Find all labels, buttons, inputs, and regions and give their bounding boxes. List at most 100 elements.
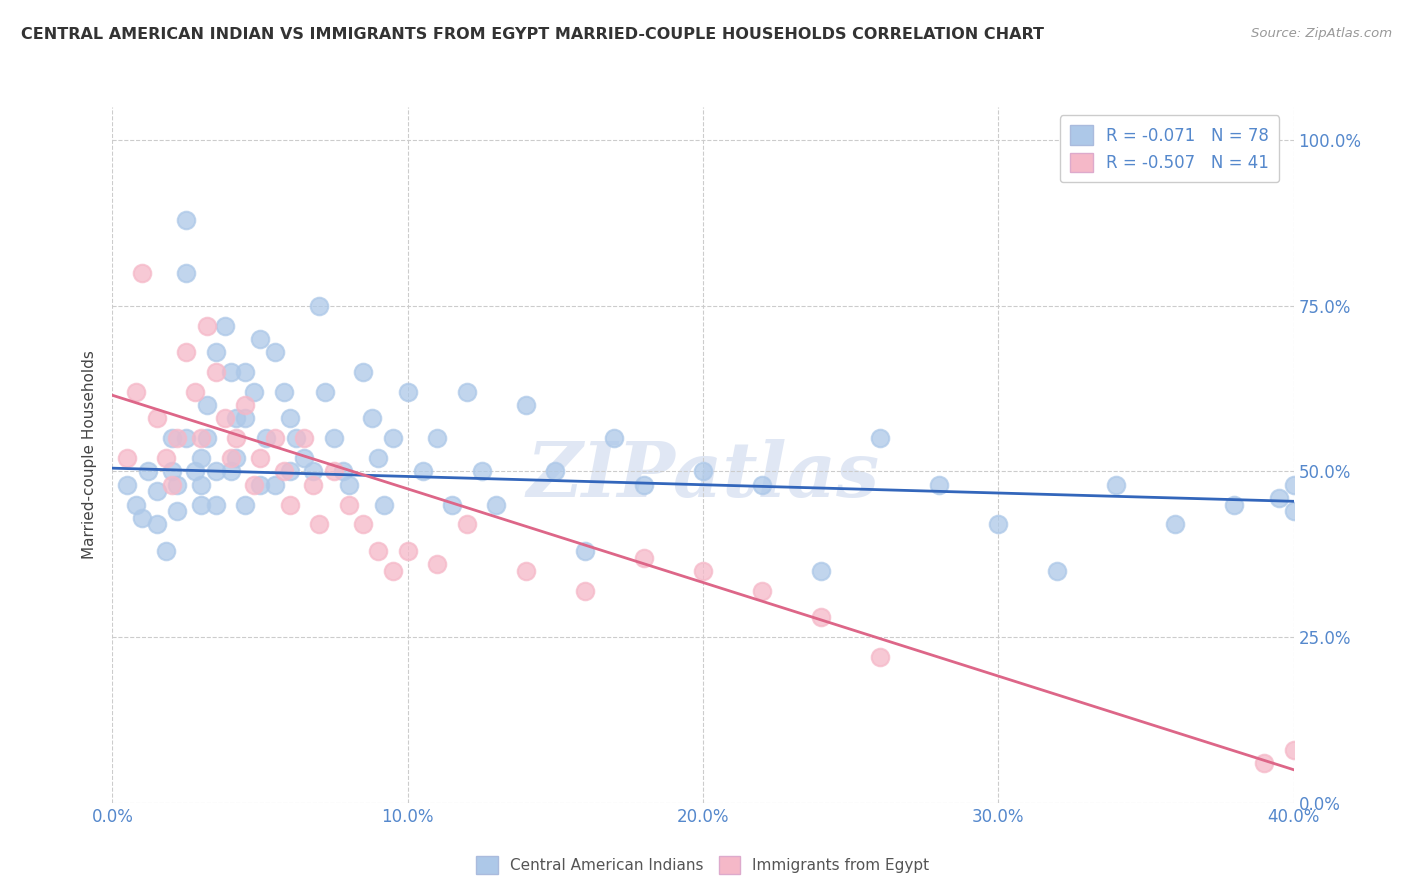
Point [574, 544, 596, 558]
Point [396, 384, 419, 399]
Point [373, 498, 395, 512]
Point [1282, 743, 1305, 757]
Y-axis label: Married-couple Households: Married-couple Households [82, 351, 97, 559]
Point [174, 212, 197, 227]
Point [751, 583, 773, 598]
Point [633, 550, 655, 565]
Point [233, 498, 256, 512]
Point [302, 477, 325, 491]
Point [166, 477, 188, 491]
Point [146, 411, 169, 425]
Point [332, 465, 354, 479]
Point [292, 431, 315, 445]
Point [382, 431, 405, 445]
Point [337, 477, 360, 491]
Point [195, 318, 218, 333]
Point [225, 411, 247, 425]
Point [160, 477, 183, 491]
Point [166, 431, 188, 445]
Point [352, 517, 374, 532]
Point [190, 477, 212, 491]
Point [1105, 477, 1128, 491]
Point [174, 345, 197, 359]
Point [302, 465, 325, 479]
Point [273, 384, 295, 399]
Point [278, 411, 301, 425]
Point [1268, 491, 1291, 505]
Point [195, 431, 218, 445]
Point [308, 299, 330, 313]
Point [190, 498, 212, 512]
Legend: Central American Indians, Immigrants from Egypt: Central American Indians, Immigrants fro… [471, 850, 935, 880]
Point [249, 451, 271, 466]
Point [160, 465, 183, 479]
Point [603, 431, 626, 445]
Point [233, 365, 256, 379]
Point [219, 451, 242, 466]
Point [160, 431, 183, 445]
Point [155, 451, 177, 466]
Point [184, 384, 207, 399]
Point [166, 504, 188, 518]
Point [337, 498, 360, 512]
Point [869, 431, 891, 445]
Point [205, 345, 228, 359]
Point [219, 465, 242, 479]
Point [219, 365, 242, 379]
Point [243, 384, 266, 399]
Legend: R = -0.071   N = 78, R = -0.507   N = 41: R = -0.071 N = 78, R = -0.507 N = 41 [1060, 115, 1279, 182]
Point [278, 498, 301, 512]
Point [284, 431, 307, 445]
Point [214, 318, 236, 333]
Point [190, 431, 212, 445]
Point [426, 558, 449, 572]
Point [292, 451, 315, 466]
Point [515, 564, 537, 578]
Text: CENTRAL AMERICAN INDIAN VS IMMIGRANTS FROM EGYPT MARRIED-COUPLE HOUSEHOLDS CORRE: CENTRAL AMERICAN INDIAN VS IMMIGRANTS FR… [21, 27, 1045, 42]
Point [233, 398, 256, 412]
Point [352, 365, 374, 379]
Point [249, 477, 271, 491]
Point [367, 451, 389, 466]
Point [254, 431, 277, 445]
Point [205, 365, 228, 379]
Point [131, 511, 153, 525]
Point [810, 564, 832, 578]
Point [146, 484, 169, 499]
Point [155, 544, 177, 558]
Text: Source: ZipAtlas.com: Source: ZipAtlas.com [1251, 27, 1392, 40]
Point [456, 517, 478, 532]
Point [485, 498, 508, 512]
Point [544, 465, 567, 479]
Point [125, 384, 148, 399]
Point [214, 411, 236, 425]
Point [264, 477, 287, 491]
Point [264, 345, 287, 359]
Point [117, 477, 138, 491]
Point [928, 477, 950, 491]
Point [323, 465, 346, 479]
Point [1282, 477, 1305, 491]
Point [117, 451, 138, 466]
Point [869, 650, 891, 665]
Point [1282, 504, 1305, 518]
Point [987, 517, 1010, 532]
Point [225, 431, 247, 445]
Point [273, 465, 295, 479]
Point [264, 431, 287, 445]
Point [249, 332, 271, 346]
Point [396, 544, 419, 558]
Point [323, 431, 346, 445]
Text: ZIPatlas: ZIPatlas [526, 439, 880, 513]
Point [1253, 756, 1275, 770]
Point [515, 398, 537, 412]
Point [692, 564, 714, 578]
Point [1046, 564, 1069, 578]
Point [574, 583, 596, 598]
Point [195, 398, 218, 412]
Point [184, 465, 207, 479]
Point [367, 544, 389, 558]
Point [692, 465, 714, 479]
Point [633, 477, 655, 491]
Point [441, 498, 464, 512]
